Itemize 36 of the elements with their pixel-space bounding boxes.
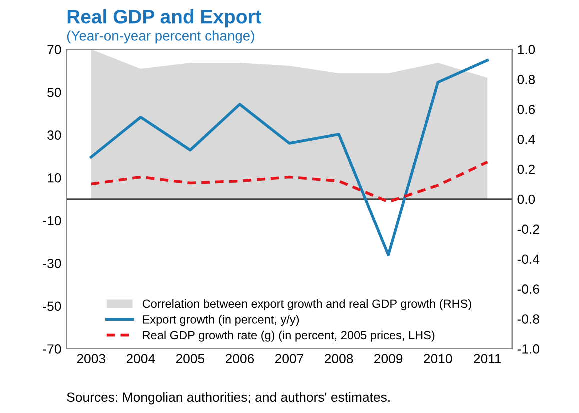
y2-tick-label: 1.0 (518, 45, 536, 54)
line-series (90, 160, 490, 204)
chart-title: Real GDP and Export (68, 10, 262, 28)
y-tick-label: -10 (43, 216, 62, 226)
y2-tick-label: -1.0 (518, 344, 540, 354)
y2-tick-label: -0.8 (518, 314, 540, 324)
y2-tick-label: 0.2 (518, 164, 535, 174)
source-note: Sources: Mongolian authorities; and authors' estimates. (67, 392, 390, 405)
y2-tick-label: 0.6 (518, 105, 536, 114)
y-tick-label: -70 (43, 344, 62, 354)
x-tick-label: 2003 (77, 354, 106, 364)
y-tick-label: 30 (48, 130, 62, 140)
x-tick-label: 2009 (374, 354, 403, 364)
x-tick-label: 2010 (424, 354, 452, 364)
x-tick-label: 2005 (176, 354, 205, 364)
y2-tick-label: -0.2 (518, 224, 540, 234)
y-tick-label: -50 (43, 302, 62, 312)
y-tick-label: 10 (48, 173, 62, 183)
x-tick-label: 2007 (275, 354, 304, 364)
x-tick-label: 2004 (126, 354, 156, 364)
x-tick-label: 2008 (325, 354, 354, 364)
chart-subtitle: (Year-on-year percent change) (67, 30, 254, 44)
x-tick-label: 2011 (474, 354, 502, 364)
y2-tick-label: 0.4 (518, 134, 536, 144)
legend-label: Real GDP growth rate (g) (in percent, 2005 prices, LHS) (143, 330, 435, 342)
legend-label: Export growth (in percent, y/y) (143, 315, 300, 326)
y-tick-label: 50 (48, 88, 62, 98)
y2-tick-label: 0.0 (518, 194, 536, 204)
y-tick-label: -30 (43, 259, 62, 268)
line-series (90, 59, 490, 256)
y2-tick-label: 0.8 (518, 75, 536, 84)
legend-label: Correlation between export growth and real GDP growth (RHS) (142, 299, 472, 310)
y2-tick-label: -0.6 (518, 284, 540, 294)
y2-tick-label: -0.4 (518, 254, 540, 264)
y-tick-label: 70 (48, 45, 62, 54)
x-tick-label: 2006 (226, 354, 254, 364)
